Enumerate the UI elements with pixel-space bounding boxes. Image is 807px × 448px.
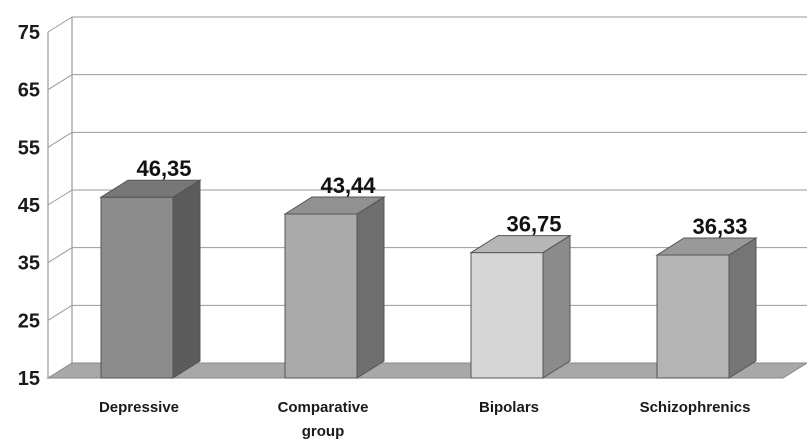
grid-line-side [47, 74, 73, 91]
bar-side [172, 179, 201, 379]
grid-line-side [47, 16, 73, 33]
bar-front [656, 254, 730, 379]
category-label: Bipolars [479, 399, 539, 416]
value-labels: 46,35 43,44 36,75 36,33 [136, 156, 747, 239]
value-label: 36,75 [506, 212, 561, 237]
bar-top [469, 235, 572, 254]
bar [469, 234, 572, 379]
y-axis-ticks: 15 25 35 45 55 65 75 [18, 22, 40, 390]
category-label: Depressive [99, 399, 179, 416]
grid-line-side [47, 189, 73, 206]
bar-side [356, 196, 385, 379]
bar-top [655, 237, 758, 256]
value-label: 43,44 [320, 173, 376, 198]
grid-line-side [47, 131, 73, 148]
value-label: 46,35 [136, 156, 191, 181]
bar-side [542, 234, 571, 379]
y-tick-label: 55 [18, 137, 40, 159]
grid-line-side [47, 304, 73, 321]
category-label: Schizophrenics [640, 399, 751, 416]
bar-front [470, 252, 544, 379]
bars [99, 179, 758, 379]
x-axis-categories: Depressive Comparative group Bipolars Schizo… [99, 399, 750, 440]
y-tick-label: 35 [18, 253, 40, 275]
category-label: group [302, 423, 345, 440]
y-tick-label: 15 [18, 368, 40, 390]
category-label: Comparative [278, 399, 369, 416]
bar [283, 196, 386, 379]
grid-line-side [47, 247, 73, 264]
bar-top [283, 196, 386, 215]
bar-front [100, 196, 174, 379]
y-tick-label: 25 [18, 310, 40, 332]
value-label: 36,33 [692, 214, 747, 239]
bar-front [284, 213, 358, 379]
bar-top [99, 179, 202, 198]
bar-side [728, 237, 757, 379]
bar [655, 237, 758, 379]
y-tick-label: 65 [18, 80, 40, 102]
y-tick-label: 75 [18, 22, 40, 44]
y-tick-label: 45 [18, 195, 40, 217]
bar [99, 179, 202, 379]
